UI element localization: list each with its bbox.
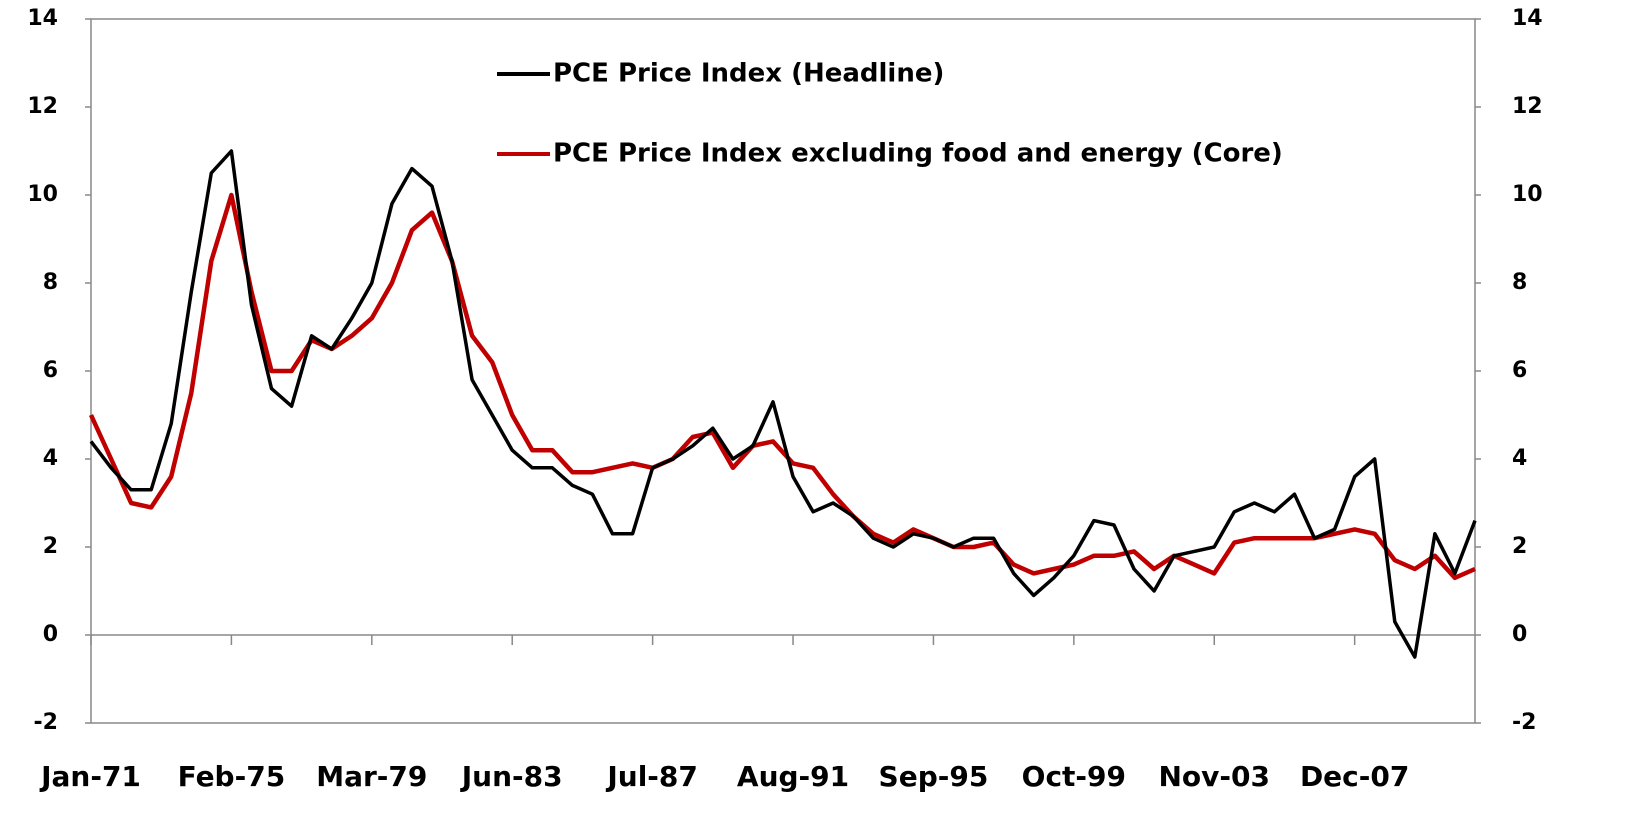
y2-tick-label: 4 (1512, 446, 1527, 471)
series-line (88, 192, 1476, 581)
x-tick-label: Jul-87 (605, 760, 698, 793)
y2-tick-label: 10 (1512, 182, 1543, 207)
y2-tick-label: 14 (1512, 6, 1543, 31)
x-tick-label: Nov-03 (1158, 760, 1270, 793)
x-tick-label: Mar-79 (316, 760, 427, 793)
x-tick-label: Sep-95 (879, 760, 989, 793)
y-tick-label: 14 (27, 6, 58, 31)
x-tick-label: Feb-75 (178, 760, 286, 793)
y-tick-label: 2 (43, 534, 58, 559)
y2-tick-label: 8 (1512, 270, 1527, 295)
y2-tick-label: 6 (1512, 358, 1527, 383)
plot-frame (90, 18, 1476, 724)
legend-label: PCE Price Index excluding food and energ… (553, 139, 1283, 169)
y2-tick-label: 2 (1512, 534, 1527, 559)
x-tick-label: Dec-07 (1300, 760, 1409, 793)
y-tick-label: 12 (27, 94, 58, 119)
x-tick-label: Jan-71 (39, 760, 141, 793)
x-tick-label: Jun-83 (460, 760, 563, 793)
y-tick-label: -2 (34, 710, 58, 735)
series-line (89, 149, 1477, 659)
x-tick-label: Aug-91 (737, 760, 849, 793)
x-tick-label: Oct-99 (1022, 760, 1126, 793)
y-tick-label: 4 (43, 446, 58, 471)
y2-tick-label: 0 (1512, 622, 1527, 647)
y-tick-label: 6 (43, 358, 58, 383)
legend-label: PCE Price Index (Headline) (553, 59, 944, 89)
y-tick-label: 10 (27, 182, 58, 207)
y2-tick-label: 12 (1512, 94, 1543, 119)
y2-tick-label: -2 (1512, 710, 1536, 735)
y-tick-label: 8 (43, 270, 58, 295)
y-tick-label: 0 (43, 622, 58, 647)
